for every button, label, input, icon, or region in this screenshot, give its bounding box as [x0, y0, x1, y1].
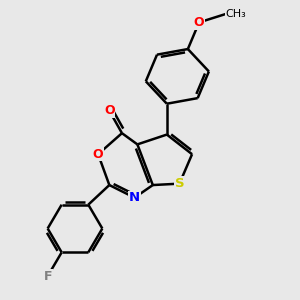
Text: O: O — [194, 16, 204, 29]
Text: S: S — [175, 177, 184, 190]
Text: N: N — [129, 191, 140, 204]
Text: O: O — [104, 104, 115, 117]
Text: CH₃: CH₃ — [226, 9, 247, 19]
Text: F: F — [44, 270, 52, 283]
Text: O: O — [93, 148, 104, 161]
